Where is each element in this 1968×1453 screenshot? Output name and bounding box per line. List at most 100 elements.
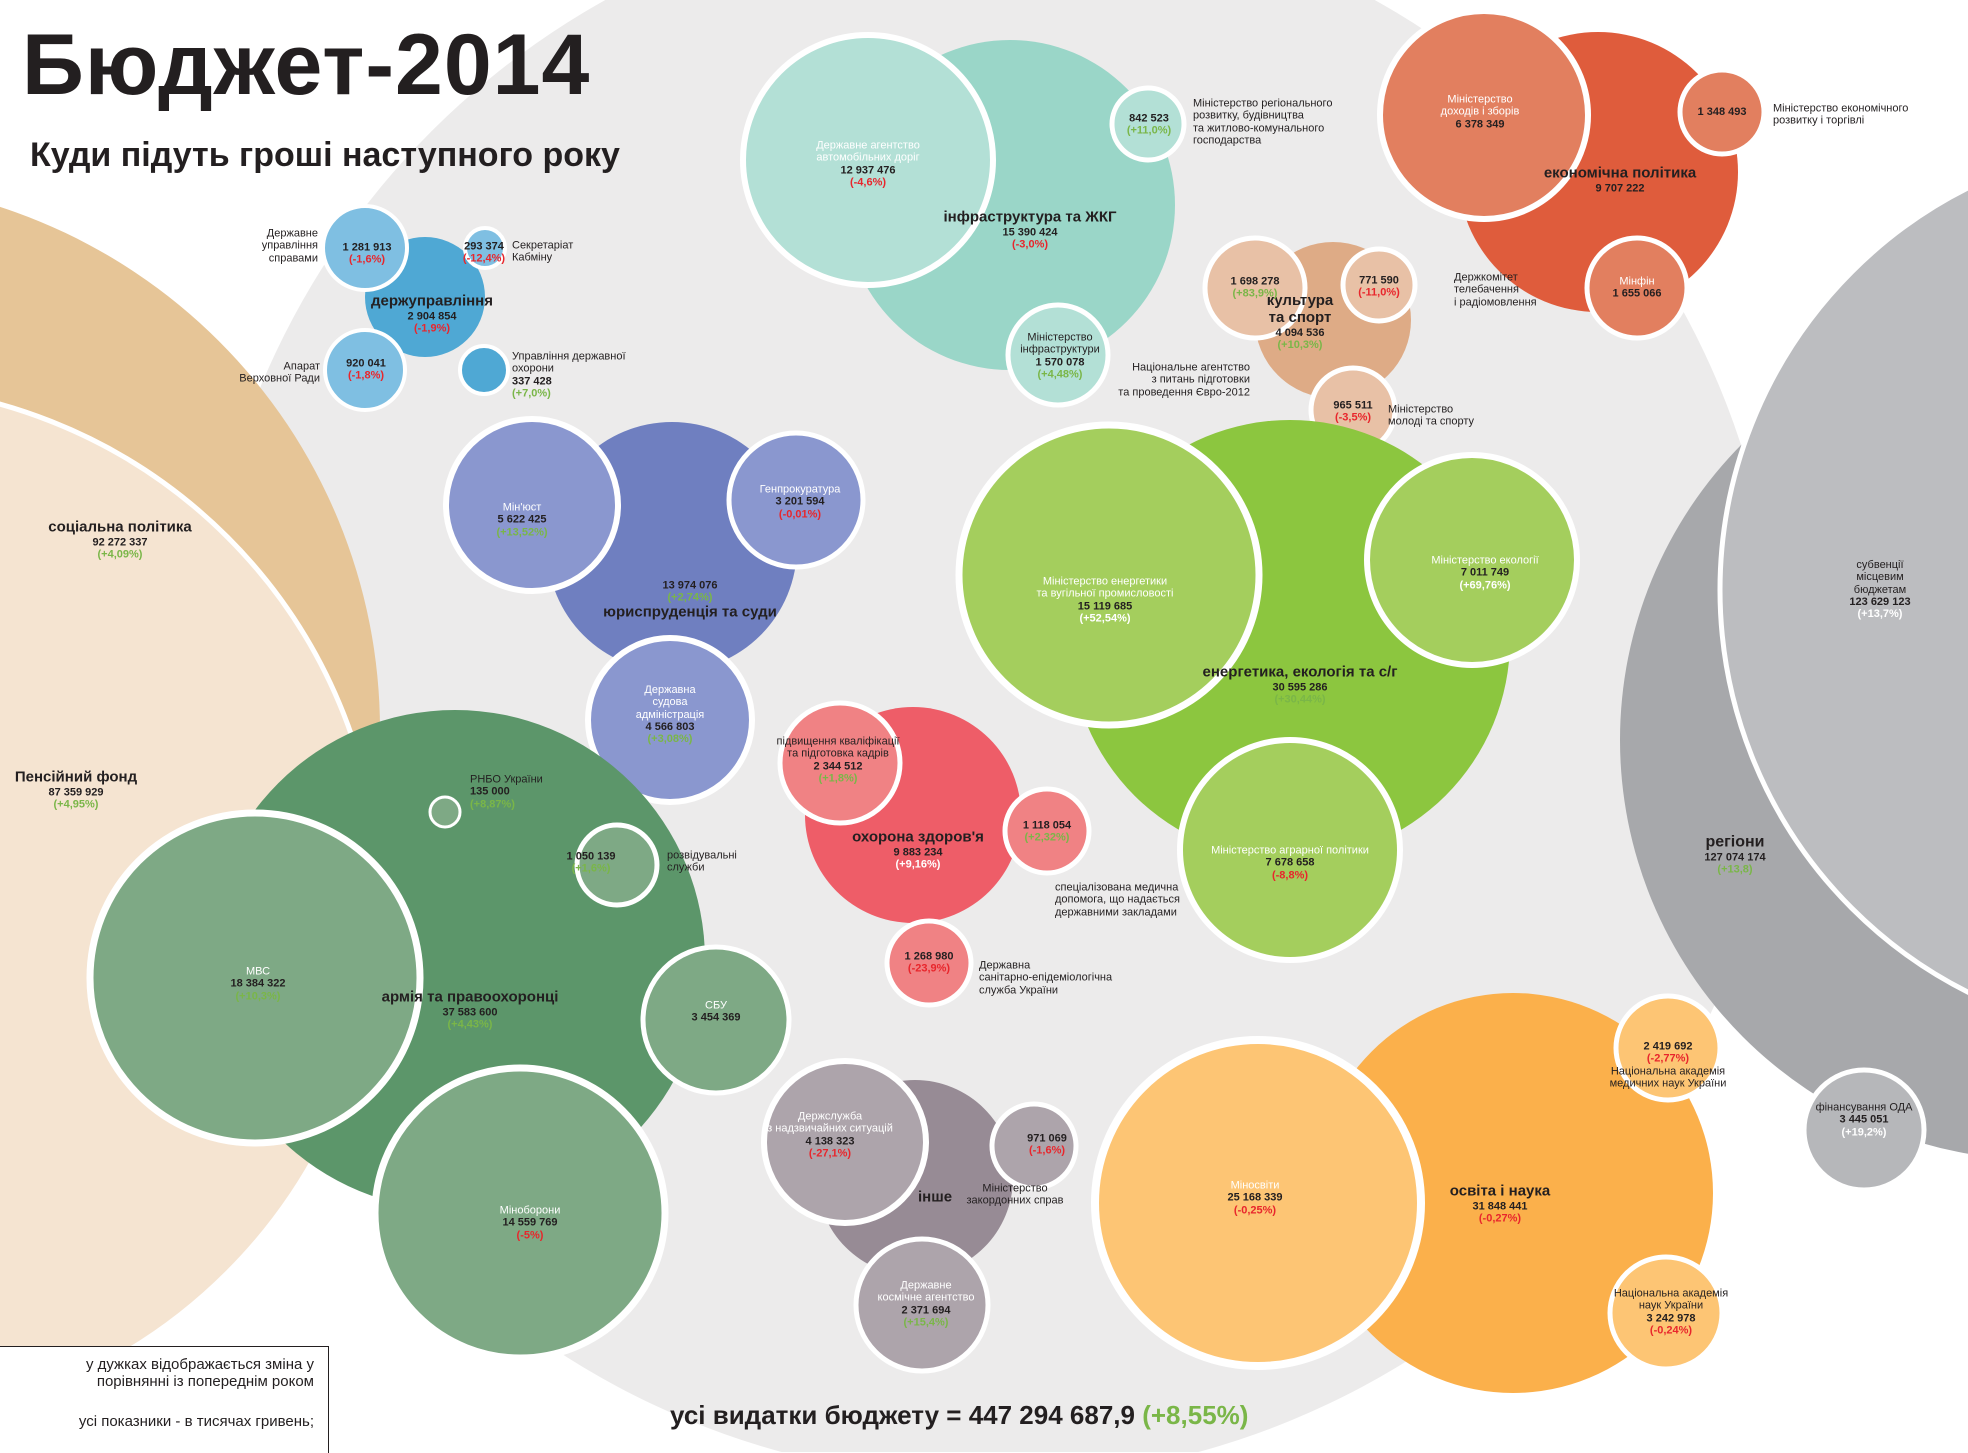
infra-ministry-name: Міністерство інфраструктури — [1020, 331, 1100, 356]
social-name: соціальна політика — [48, 518, 192, 536]
rada-name-name: Апарат Верховної Ради — [239, 360, 320, 385]
social-change: (+4,09%) — [97, 548, 143, 561]
rnbo-change: (+8,87%) — [470, 798, 515, 811]
energy-ministry-name: Міністерство енергетики та вугільної про… — [1036, 575, 1174, 600]
med-academy-change: (-2,77%) — [1646, 1052, 1690, 1065]
label-minfin: Мінфін 1 655 066 — [1613, 276, 1662, 301]
bubble-culture-item — [1202, 235, 1308, 341]
rnbo-name: РНБО України — [470, 773, 543, 786]
label-cabinet-name: Секретаріат Кабміну — [512, 240, 573, 265]
bubble-intelligence — [574, 822, 660, 908]
label-specialized: 1 118 054 (+2,32%) — [1023, 820, 1071, 845]
bubble-mon — [1091, 1036, 1425, 1370]
oda-name: фінансування ОДА — [1815, 1101, 1913, 1114]
bubble-med-academy — [1613, 993, 1723, 1103]
youth-value: 965 511 — [1333, 399, 1373, 412]
pension-value: 87 359 929 — [48, 786, 104, 799]
bubble-qualification — [777, 700, 903, 826]
social-value: 92 272 337 — [92, 536, 148, 549]
energy-name: енергетика, екологія та с/г — [1202, 663, 1398, 681]
bubble-space — [853, 1236, 991, 1374]
subventions-value: 123 629 123 — [1849, 596, 1911, 609]
specialized-change: (+2,32%) — [1024, 832, 1070, 844]
legend-note-units: усі показники - в тисячах гривень; — [78, 1413, 314, 1430]
courts-change: (+3,08%) — [647, 733, 693, 746]
label-emergency: Держслужба з надзвичайних ситуацій 4 138 … — [767, 1110, 893, 1159]
infrastructure-value: 15 390 424 — [1002, 226, 1058, 239]
bubble-state-affairs — [321, 204, 409, 292]
label-courts: Державна судова адміністрація 4 566 803 (+… — [636, 684, 705, 746]
defense-change: (-5%) — [516, 1229, 544, 1242]
revenue-ministry-value: 6 378 349 — [1455, 118, 1505, 131]
state-value: 2 904 854 — [407, 310, 457, 323]
tv-committee-value: 771 590 — [1359, 274, 1399, 287]
label-pension: Пенсійний фонд 87 359 929 (+4,95%) — [15, 768, 137, 811]
label-foreign-name: Міністерство закордонних справ — [966, 1183, 1063, 1208]
roads-name: Державне агентство автомобільних доріг — [816, 139, 920, 164]
label-tv-committee-name: Держкомітет телебачення і радіомовлення — [1454, 272, 1537, 309]
bubble-rnbo — [428, 795, 462, 829]
energy-ministry-value: 15 119 685 — [1077, 600, 1133, 612]
bubble-prosecutor — [726, 430, 866, 570]
bubble-econ-ministry — [1677, 67, 1767, 157]
army-name: армія та правоохоронці — [381, 988, 559, 1006]
bubble-sbu — [640, 944, 792, 1096]
regions-value: 127 074 174 — [1704, 851, 1766, 864]
label-regional-ministry: 842 523 (+11,0%) — [1127, 113, 1171, 138]
subventions-name: субвенції місцевим бюджетам — [1853, 559, 1907, 596]
label-culture-item: 1 698 278 (+83,9%) — [1231, 276, 1280, 301]
bubble-emergency — [761, 1058, 929, 1226]
label-sanitary: 1 268 980 (-23,9%) — [905, 951, 954, 976]
label-state-affairs: 1 281 913 (-1,6%) — [343, 242, 392, 267]
emergency-change: (-27,1%) — [808, 1147, 852, 1160]
label-army: армія та правоохоронці 37 583 600 (+4,43%) — [381, 988, 559, 1030]
education-value: 31 848 441 — [1472, 1200, 1528, 1213]
state-affairs-name-name: Державне управління справами — [261, 227, 318, 265]
bubble-courts — [585, 635, 755, 805]
energy-ministry-change: (+52,54%) — [1079, 612, 1131, 625]
bubble-revenue — [1377, 8, 1591, 222]
bubble-cabinet — [463, 226, 507, 270]
regions-change: (+13,8) — [1717, 863, 1753, 876]
culture-item-change: (+83,9%) — [1232, 288, 1278, 300]
legend-box: у дужках відображається зміна у порівнян… — [0, 1346, 329, 1453]
minjust-change: (+13,52%) — [496, 526, 548, 539]
intelligence-change: (+1,6%) — [571, 863, 611, 875]
mvs-name: МВС — [245, 965, 271, 978]
bubble-tv — [1340, 246, 1418, 324]
justice-change: (+2,74%) — [667, 591, 713, 604]
space-value: 2 371 694 — [901, 1304, 951, 1316]
ecology-change: (+69,76%) — [1459, 579, 1511, 592]
infrastructure-change: (-3,0%) — [1011, 238, 1049, 251]
bubble-minfin — [1584, 235, 1690, 341]
sanitary-value: 1 268 980 — [904, 950, 954, 963]
youth-change: (-3,5%) — [1334, 412, 1372, 424]
sci-academy-change: (-0,24%) — [1649, 1324, 1693, 1337]
justice-name: юриспруденція та суди — [603, 602, 777, 620]
label-minjust: Мін'юст 5 622 425 (+13,52%) — [496, 502, 547, 539]
courts-value: 4 566 803 — [645, 721, 695, 734]
pension-change: (+4,95%) — [53, 798, 99, 811]
label-oda: фінансування ОДА 3 445 051 (+19,2%) — [1816, 1102, 1913, 1139]
label-culture: культура та спорт 4 094 536 (+10,3%) — [1267, 292, 1333, 351]
energy-change: (+30,44%) — [1274, 693, 1326, 706]
agrarian-value: 7 678 658 — [1265, 856, 1315, 869]
infrastructure-name: інфраструктура та ЖКГ — [943, 208, 1117, 226]
health-name: охорона здоров'я — [852, 828, 984, 846]
energy-value: 30 595 286 — [1272, 681, 1328, 694]
state-change: (-1,9%) — [413, 322, 451, 335]
med-academy-name: Національна академія медичних наук Украї… — [1609, 1065, 1727, 1090]
label-regional-ministry-name: Міністерство регіонального розвитку, буд… — [1193, 97, 1332, 146]
agrarian-change: (-8,8%) — [1271, 869, 1309, 882]
bubble-agrarian — [1177, 737, 1403, 963]
label-roads: Державне агентство автомобільних доріг 12… — [816, 139, 920, 188]
sci-academy-value: 3 242 978 — [1646, 1312, 1696, 1324]
specialized-value: 1 118 054 — [1022, 819, 1072, 832]
label-rada: 920 041 (-1,8%) — [346, 358, 386, 383]
qualification-change: (+1,8%) — [818, 772, 858, 785]
bubble-sanitary — [884, 918, 974, 1008]
label-intelligence: 1 050 139 (+1,6%) — [567, 851, 616, 876]
bubble-guard — [458, 344, 510, 396]
other-name: інше — [917, 1188, 953, 1206]
